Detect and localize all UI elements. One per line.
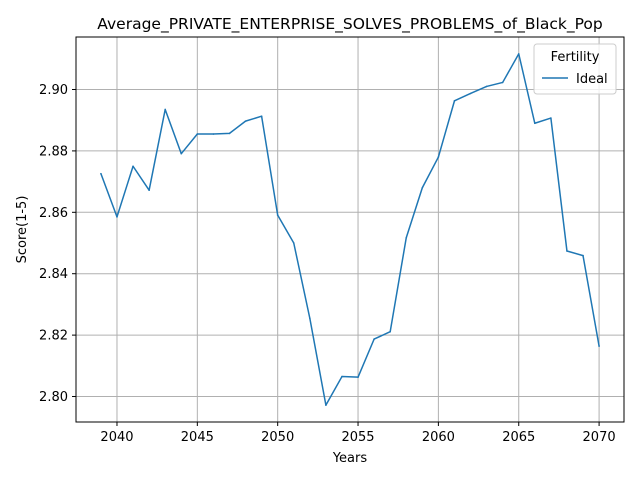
data-point [196,133,199,135]
data-point [228,132,231,135]
data-point [501,81,504,84]
legend-series-label: Ideal [576,72,608,87]
x-tick-label: 2055 [341,430,374,445]
data-point [292,242,295,244]
grid [76,37,624,422]
data-point [244,120,247,122]
data-point [469,92,472,95]
data-point [180,152,183,155]
data-point [550,117,552,119]
data-point [389,330,391,333]
data-point [582,254,584,257]
y-tick-label: 2.82 [39,329,68,344]
data-point [421,186,424,189]
ticks: 2040 2045 2050 2055 2060 2065 2070 2.80 2.82 2.84… [39,83,616,445]
chart-title: Average_PRIVATE_ENTERPRISE_SOLVES_PROBLE… [97,15,602,34]
x-tick-label: 2050 [261,430,294,445]
x-tick-label: 2045 [181,430,214,445]
legend: Fertility Ideal [533,43,617,95]
data-point [437,156,440,158]
data-point [341,375,343,378]
data-point [517,53,520,55]
y-tick-label: 2.80 [39,390,68,405]
plot-frame [75,36,625,423]
data-point [357,376,359,378]
y-tick-label: 2.88 [39,144,68,159]
legend-title: Fertility [551,50,600,65]
data-point [534,122,536,125]
data-point [453,100,456,102]
x-tick-label: 2060 [422,430,455,445]
data-point [598,345,600,347]
y-tick-label: 2.86 [39,206,68,221]
data-point [212,133,215,135]
data-point [260,115,263,118]
x-axis-label: Years [332,451,368,466]
data-point [373,338,375,340]
x-tick-label: 2040 [100,430,133,445]
x-tick-label: 2070 [583,430,616,445]
data-point [325,404,327,406]
data-point [100,172,102,175]
y-tick-label: 2.84 [39,267,68,282]
data-point [116,216,118,218]
data-point [485,85,488,88]
series-layer [100,53,600,406]
data-point [148,189,150,192]
data-point [164,108,166,111]
data-point [405,236,408,239]
series-line-ideal [100,53,600,406]
data-point [309,317,311,320]
y-axis-label: Score(1-5) [15,196,30,264]
legend-box [533,43,617,95]
data-point [132,165,134,168]
data-point [276,214,279,216]
data-point [566,250,568,252]
y-tick-label: 2.90 [39,83,68,98]
x-tick-label: 2065 [502,430,535,445]
